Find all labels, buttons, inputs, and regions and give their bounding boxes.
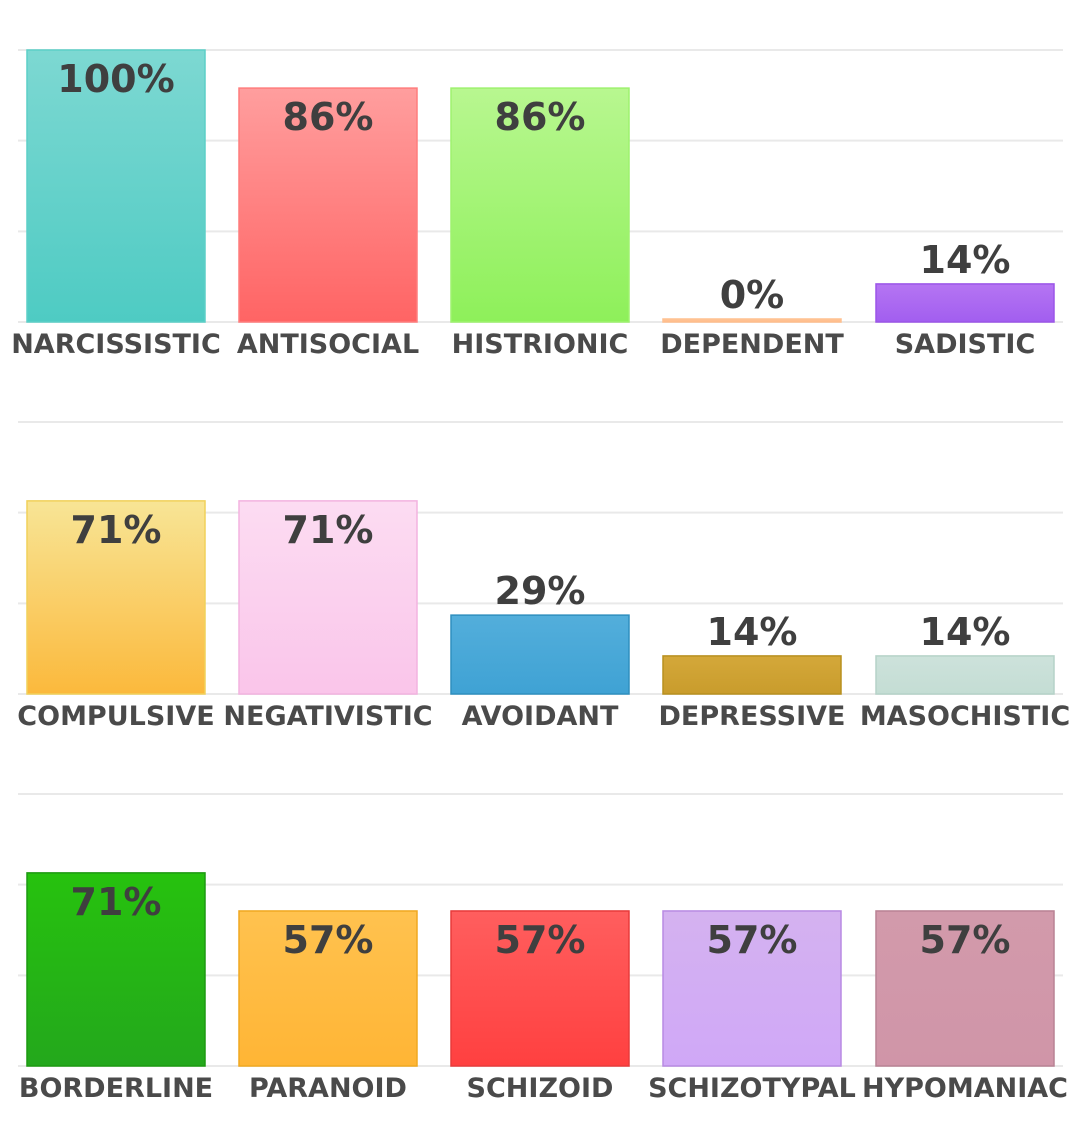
category-label-avoidant: AVOIDANT xyxy=(462,701,619,732)
bar-compulsive xyxy=(26,500,206,695)
value-label-masochistic: 14% xyxy=(920,610,1011,654)
category-label-hypomaniac: HYPOMANIAC xyxy=(862,1073,1068,1104)
value-label-depressive: 14% xyxy=(707,610,798,654)
value-label-narcissistic: 100% xyxy=(57,57,174,101)
value-label-negativistic: 71% xyxy=(283,508,374,552)
bar-borderline xyxy=(26,872,206,1067)
bar-avoidant xyxy=(450,614,630,695)
value-label-sadistic: 14% xyxy=(920,238,1011,282)
category-label-schizotypal: SCHIZOTYPAL xyxy=(648,1073,856,1104)
category-label-compulsive: COMPULSIVE xyxy=(17,701,214,732)
bar-depressive xyxy=(662,655,842,695)
bar-negativistic xyxy=(238,500,418,695)
value-label-schizotypal: 57% xyxy=(707,918,798,962)
category-label-schizoid: SCHIZOID xyxy=(467,1073,614,1104)
value-label-dependent: 0% xyxy=(720,273,785,317)
category-label-depressive: DEPRESSIVE xyxy=(659,701,846,732)
value-label-borderline: 71% xyxy=(71,880,162,924)
chart-panel-3: 71% BORDERLINE 57% PARANOID 57% SCHIZOID 57% SC… xyxy=(18,793,1068,1104)
value-label-avoidant: 29% xyxy=(495,569,586,613)
category-label-narcissistic: NARCISSISTIC xyxy=(11,329,221,360)
bar-antisocial xyxy=(238,87,418,323)
value-label-schizoid: 57% xyxy=(495,918,586,962)
bar-schizotypal xyxy=(662,910,842,1067)
bar-hypomaniac xyxy=(875,910,1055,1067)
category-label-masochistic: MASOCHISTIC xyxy=(860,701,1070,732)
bar-dependent xyxy=(662,318,842,323)
bar-paranoid xyxy=(238,910,418,1067)
bar-narcissistic xyxy=(26,49,206,323)
value-label-antisocial: 86% xyxy=(283,95,374,139)
category-label-dependent: DEPENDENT xyxy=(660,329,844,360)
value-label-paranoid: 57% xyxy=(283,918,374,962)
bar-sadistic xyxy=(875,283,1055,323)
category-label-histrionic: HISTRIONIC xyxy=(452,329,629,360)
bar-histrionic xyxy=(450,87,630,323)
value-label-histrionic: 86% xyxy=(495,95,586,139)
chart-panel-2: 71% COMPULSIVE 71% NEGATIVISTIC 29% AVOIDANT 1… xyxy=(17,421,1070,732)
bar-schizoid xyxy=(450,910,630,1067)
value-label-hypomaniac: 57% xyxy=(920,918,1011,962)
category-label-antisocial: ANTISOCIAL xyxy=(237,329,419,360)
category-label-negativistic: NEGATIVISTIC xyxy=(223,701,432,732)
category-label-sadistic: SADISTIC xyxy=(895,329,1036,360)
bar-masochistic xyxy=(875,655,1055,695)
value-label-compulsive: 71% xyxy=(71,508,162,552)
chart-panel-1: 100% NARCISSISTIC 86% ANTISOCIAL 86% HISTRION… xyxy=(11,49,1063,360)
category-label-paranoid: PARANOID xyxy=(249,1073,407,1104)
category-label-borderline: BORDERLINE xyxy=(19,1073,213,1104)
